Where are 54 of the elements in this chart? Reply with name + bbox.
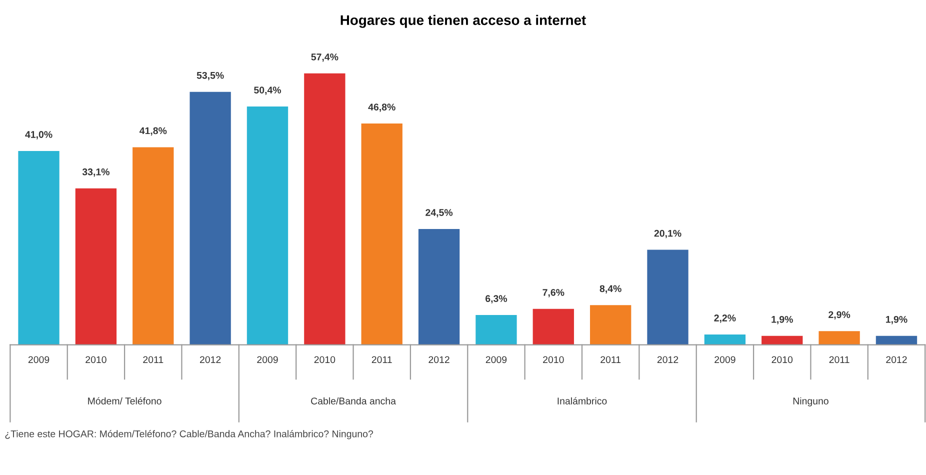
bar [647, 250, 688, 345]
bar [132, 147, 174, 345]
text: 2012 [428, 356, 450, 364]
bar [476, 315, 517, 345]
bar [704, 334, 746, 345]
data-label: 41,0% [25, 131, 52, 140]
x-tick-label: Inalámbrico [558, 397, 607, 404]
text: 2011 [372, 356, 392, 364]
text: 2010 [543, 356, 564, 364]
text: 2012 [657, 356, 678, 364]
bar [418, 228, 460, 345]
data-label: 2,2% [714, 314, 736, 323]
x-tick-label: Ninguno [793, 397, 828, 406]
text: 2009 [714, 356, 736, 364]
series-label: 2010 [86, 356, 106, 364]
data-label: 8,4% [600, 285, 622, 294]
bar [304, 73, 346, 345]
data-label: 33,1% [82, 168, 110, 177]
bar [190, 92, 231, 345]
x-tick-label: Módem/ Teléfono [88, 397, 162, 404]
text: 2011 [600, 356, 621, 364]
series-label: 2011 [143, 356, 164, 364]
bar [532, 308, 574, 345]
data-label: 1,9% [886, 316, 908, 324]
chart-title: Hogares que tienen acceso a internet [340, 14, 586, 28]
text: 2012 [886, 356, 907, 364]
bar [361, 124, 402, 345]
text: 2009 [257, 356, 278, 364]
data-label: 57,4% [311, 54, 338, 62]
data-label: 1,9% [772, 316, 793, 324]
data-label: 7,6% [542, 288, 564, 298]
data-label: 46,8% [368, 104, 396, 112]
series-label: 2009 [28, 356, 50, 364]
bar [818, 331, 860, 345]
data-label: 41,8% [140, 127, 167, 136]
bar [590, 305, 632, 345]
text: 2009 [486, 356, 507, 364]
bar [18, 150, 60, 345]
text: ¿Tiene este HOGAR: Módem/Teléfono? Cable/Banda Ancha? Inalámbrico? Ninguno? [5, 430, 374, 440]
data-label: 20,1% [654, 230, 682, 238]
text: 2010 [314, 356, 336, 364]
text: 2010 [772, 356, 793, 364]
data-label: 53,5% [196, 72, 224, 80]
bar [246, 106, 288, 345]
series-label: 2012 [200, 356, 221, 364]
data-label: 24,5% [426, 209, 453, 218]
bar [876, 336, 918, 345]
x-tick-label: Cable/Banda ancha [311, 397, 396, 404]
data-label: 2,9% [828, 311, 850, 320]
text: 2011 [829, 356, 850, 364]
bar [762, 336, 803, 345]
data-label: 50,4% [254, 86, 282, 95]
data-label: 6,3% [485, 295, 508, 304]
bar [75, 188, 117, 345]
